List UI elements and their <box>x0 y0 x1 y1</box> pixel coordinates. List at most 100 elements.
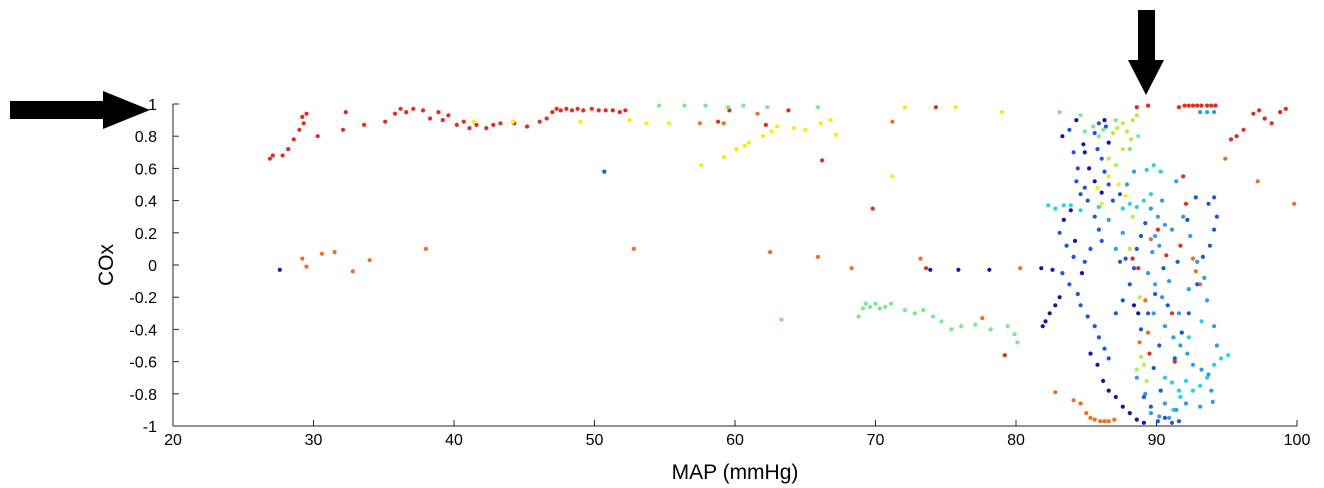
data-point <box>1102 419 1107 424</box>
data-point <box>1158 169 1163 174</box>
series-orange <box>300 111 1297 424</box>
data-point <box>1092 130 1097 136</box>
data-point <box>291 137 296 142</box>
data-point <box>627 118 632 123</box>
data-point <box>682 103 687 108</box>
data-point <box>1120 230 1125 235</box>
data-point <box>973 322 978 327</box>
x-tick-label: 80 <box>1007 432 1025 449</box>
data-point <box>657 103 662 108</box>
data-point <box>721 121 726 126</box>
data-point <box>1148 237 1153 242</box>
data-point <box>1186 287 1191 292</box>
data-point <box>474 122 479 127</box>
data-point <box>350 269 355 274</box>
data-point <box>1138 354 1144 359</box>
data-point <box>873 301 878 306</box>
data-point <box>1155 419 1160 424</box>
data-point <box>1129 137 1134 142</box>
data-point <box>786 108 791 113</box>
data-point <box>1101 378 1106 383</box>
data-point <box>1075 291 1080 297</box>
x-ticks: 20 30 40 50 60 70 80 90 100 <box>164 420 1310 449</box>
data-point <box>779 317 784 322</box>
data-point <box>1178 243 1183 248</box>
data-point <box>454 122 459 127</box>
data-point <box>1141 198 1146 203</box>
data-point <box>1120 206 1125 211</box>
data-point <box>815 254 821 259</box>
data-point <box>1146 103 1151 108</box>
y-tick-label: -0.6 <box>129 355 157 372</box>
data-point <box>1134 417 1139 422</box>
data-point <box>367 258 372 263</box>
top-arrow-shaft <box>1138 10 1155 70</box>
data-point <box>428 116 433 121</box>
data-point <box>1207 243 1212 248</box>
data-point <box>491 122 496 127</box>
data-point <box>1178 394 1183 400</box>
data-point <box>1212 110 1217 115</box>
data-point <box>1160 295 1165 300</box>
y-tick-label: 0.2 <box>135 226 157 243</box>
data-point <box>1161 266 1166 271</box>
data-point <box>1193 195 1198 200</box>
data-point <box>1209 388 1214 393</box>
data-point <box>1040 324 1045 329</box>
data-point <box>1106 388 1111 393</box>
data-point <box>1072 238 1078 243</box>
data-point <box>1092 324 1097 329</box>
data-point <box>1269 121 1274 126</box>
data-point <box>890 174 895 179</box>
data-point <box>1067 127 1072 132</box>
data-point <box>1181 214 1186 219</box>
data-point <box>1123 193 1128 198</box>
data-point <box>1181 174 1186 179</box>
data-point <box>398 106 403 111</box>
data-point <box>1106 217 1111 222</box>
data-point <box>1043 319 1048 324</box>
data-point <box>1018 266 1023 271</box>
data-point <box>602 169 607 174</box>
data-point <box>1212 362 1217 367</box>
data-point <box>1278 110 1283 115</box>
top-arrow-annotation <box>1128 10 1164 95</box>
data-point <box>1082 129 1087 134</box>
data-point <box>1075 166 1080 171</box>
data-point <box>1190 362 1196 367</box>
data-point <box>1110 198 1115 203</box>
data-point <box>928 267 933 272</box>
data-point <box>1185 351 1190 356</box>
data-point <box>1169 227 1175 232</box>
data-point <box>1096 121 1101 126</box>
data-point <box>1148 411 1153 416</box>
data-point <box>1148 404 1153 409</box>
data-point <box>980 316 985 321</box>
data-point <box>755 111 760 116</box>
data-point <box>1146 271 1151 276</box>
data-point <box>933 105 939 110</box>
data-point <box>721 155 726 160</box>
data-point <box>392 111 398 116</box>
data-point <box>1141 362 1146 367</box>
data-point <box>1120 121 1125 126</box>
data-point <box>870 206 875 211</box>
data-point <box>1116 182 1121 187</box>
data-point <box>1096 335 1101 340</box>
data-point <box>1155 227 1160 232</box>
data-point <box>1131 169 1137 174</box>
data-point <box>803 127 808 132</box>
data-point <box>1078 303 1083 308</box>
x-tick-label: 20 <box>164 432 182 449</box>
data-point <box>1178 343 1183 348</box>
data-point <box>554 106 559 111</box>
data-point <box>890 119 895 124</box>
data-point <box>1158 388 1163 393</box>
data-point <box>537 119 542 124</box>
data-point <box>1226 353 1231 358</box>
data-point <box>1117 259 1123 264</box>
data-point <box>1061 217 1066 222</box>
data-point <box>1157 343 1162 348</box>
data-point <box>1212 324 1217 329</box>
data-point <box>1113 163 1118 168</box>
